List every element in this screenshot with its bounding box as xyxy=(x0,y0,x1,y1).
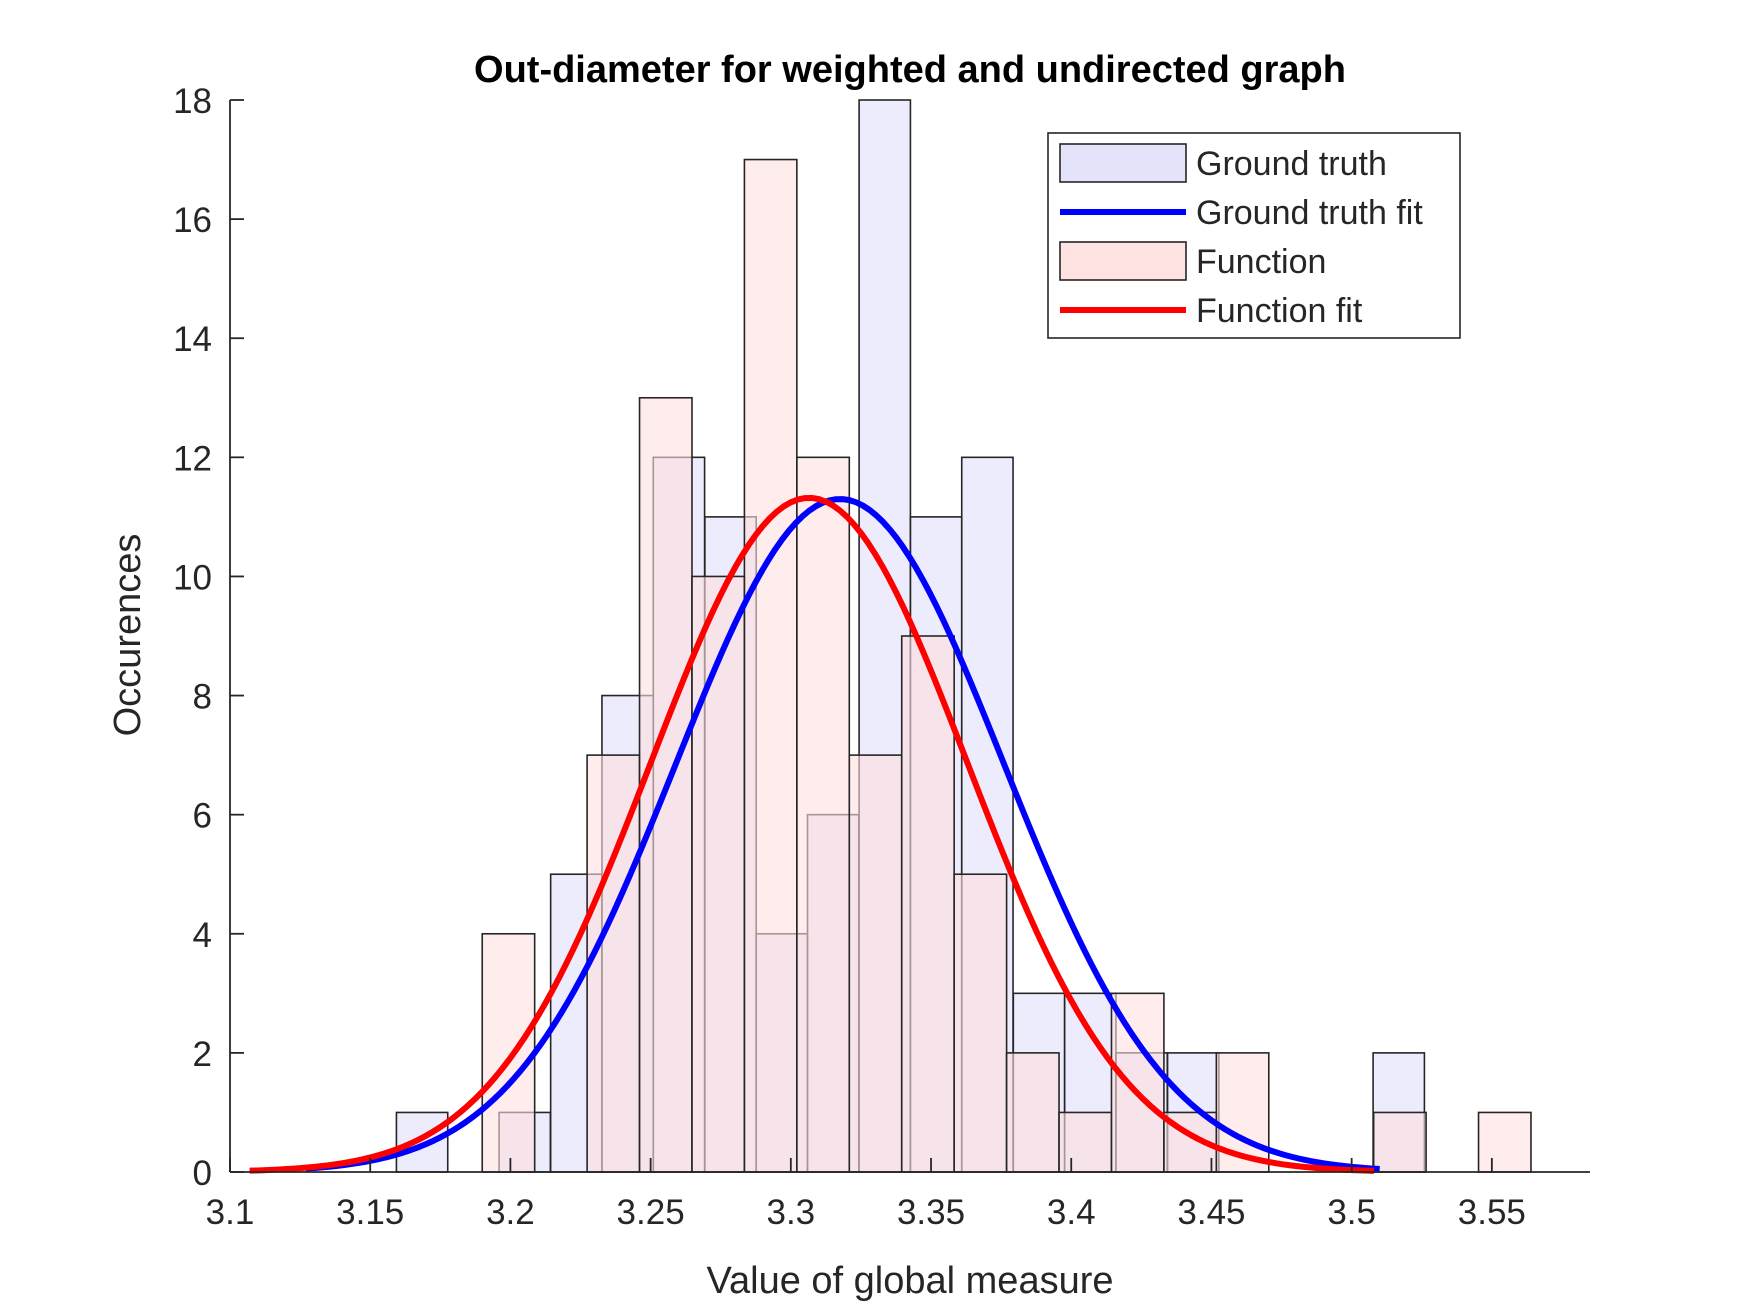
y-tick-label: 6 xyxy=(193,797,212,836)
fit-line xyxy=(249,494,1375,1174)
histogram-bar xyxy=(796,456,851,1173)
legend-entry-label: Ground truth fit xyxy=(1196,194,1423,232)
histogram-bar xyxy=(1110,992,1165,1173)
histogram-bar xyxy=(848,754,903,1173)
x-tick-label: 3.2 xyxy=(486,1193,535,1232)
x-tick-label: 3.1 xyxy=(206,1193,255,1232)
x-tick-label: 3.25 xyxy=(617,1193,685,1232)
histogram-bar xyxy=(743,158,798,1173)
histogram-bar xyxy=(1372,1111,1427,1173)
axes-layer: 0 2 4 6 8 10 12 14 16 18 3.1 3.15 3.2 3.25 3.3 3.35 3.4 3… xyxy=(173,82,1590,1232)
legend-entry-label: Ground truth xyxy=(1196,145,1387,183)
y-tick-label: 14 xyxy=(173,320,212,359)
legend-swatch-bar xyxy=(1059,143,1187,183)
x-tick-label: 3.55 xyxy=(1458,1193,1526,1232)
y-tick-label: 10 xyxy=(173,558,212,597)
x-axis-label: Value of global measure xyxy=(707,1260,1114,1302)
y-tick-label: 16 xyxy=(173,201,212,240)
histogram-bar xyxy=(900,635,955,1173)
y-tick-label: 2 xyxy=(193,1035,212,1074)
legend-entry-label: Function xyxy=(1196,243,1326,281)
y-tick-label: 12 xyxy=(173,439,212,478)
bars-layer xyxy=(395,99,1532,1173)
y-tick-label: 18 xyxy=(173,82,212,121)
histogram-bar xyxy=(1058,1111,1113,1173)
histogram-bar xyxy=(953,873,1008,1173)
fit-lines-layer xyxy=(249,494,1380,1174)
y-axis-label: Occurences xyxy=(107,534,149,737)
fit-line xyxy=(305,496,1380,1172)
histogram-bar xyxy=(481,932,536,1173)
x-tick-label: 3.45 xyxy=(1177,1193,1245,1232)
histogram-bar xyxy=(1005,1052,1060,1173)
x-tick-label: 3.5 xyxy=(1327,1193,1376,1232)
x-tick-label: 3.4 xyxy=(1047,1193,1096,1232)
histogram-bar xyxy=(1477,1111,1532,1173)
legend-swatch-bar xyxy=(1059,241,1187,281)
x-tick-label: 3.35 xyxy=(897,1193,965,1232)
histogram-bar xyxy=(586,754,641,1173)
y-tick-label: 8 xyxy=(193,678,212,717)
x-tick-label: 3.3 xyxy=(766,1193,815,1232)
histogram-bar xyxy=(395,1111,449,1173)
y-tick-label: 0 xyxy=(193,1154,212,1193)
legend: Ground truth Ground truth fit Function Func… xyxy=(1047,132,1461,339)
legend-entry-label: Function fit xyxy=(1196,292,1363,330)
chart-title: Out-diameter for weighted and undirected… xyxy=(474,49,1346,91)
x-tick-label: 3.15 xyxy=(336,1193,404,1232)
histogram-bar xyxy=(691,575,746,1173)
y-tick-label: 4 xyxy=(193,916,212,955)
